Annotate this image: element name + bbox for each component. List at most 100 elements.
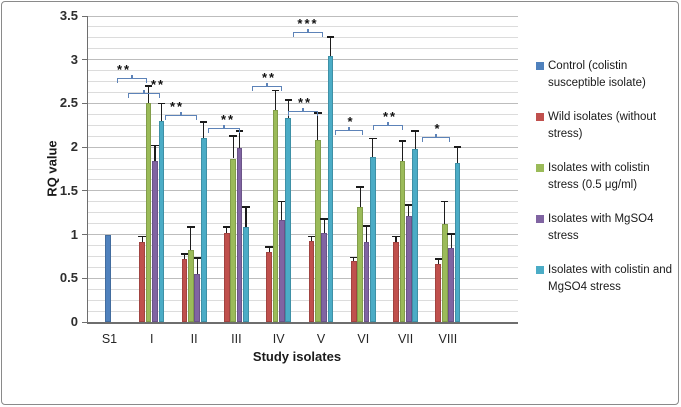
gridline — [88, 288, 518, 290]
significance-bracket — [128, 93, 160, 98]
error-bar — [395, 237, 397, 242]
x-category-label: V — [316, 332, 326, 346]
significance-bracket-tick — [307, 28, 309, 33]
x-category-label: VI — [357, 332, 370, 346]
gridline — [88, 234, 518, 236]
error-bar — [148, 86, 150, 104]
y-tick-label: 1.5 — [59, 182, 78, 198]
bar — [188, 250, 194, 322]
legend-label: Isolates with MgSO4 stress — [548, 213, 654, 242]
error-bar — [203, 122, 205, 139]
y-tick-mark — [81, 15, 87, 17]
error-bar-cap — [265, 246, 273, 248]
gridline — [88, 113, 518, 115]
significance-bracket — [373, 125, 403, 130]
bar — [327, 56, 334, 322]
significance-label: ** — [169, 98, 185, 114]
significance-bracket-tick — [143, 89, 145, 94]
bar — [230, 158, 237, 322]
gridline — [88, 157, 518, 159]
bar — [272, 110, 279, 322]
error-bar-cap — [307, 235, 316, 238]
gridline — [88, 81, 518, 83]
bar — [405, 216, 412, 322]
significance-label: ** — [297, 94, 313, 110]
significance-bracket-tick — [348, 126, 350, 131]
significance-label: *** — [297, 15, 319, 31]
error-bar — [401, 141, 403, 162]
error-bar-cap — [411, 129, 419, 132]
gridline — [88, 15, 518, 17]
bar — [448, 247, 454, 322]
error-bar — [450, 234, 452, 248]
gridline — [88, 255, 518, 257]
error-bar — [232, 136, 234, 159]
x-category-label: VIII — [438, 332, 458, 346]
y-tick-label: 0 — [70, 314, 78, 329]
error-bar-cap — [157, 102, 166, 105]
error-bar — [268, 247, 270, 253]
error-bar-cap — [144, 85, 153, 87]
significance-bracket-tick — [266, 82, 268, 87]
legend-swatch — [536, 266, 544, 274]
x-category-label: IV — [272, 332, 285, 346]
significance-label: * — [434, 120, 442, 136]
gridline — [88, 135, 518, 137]
error-bar-cap — [398, 140, 407, 143]
bar — [314, 140, 321, 322]
error-bar-cap — [151, 144, 159, 147]
legend-label: Control (colistin susceptible isolate) — [548, 60, 646, 89]
error-bar — [365, 226, 368, 242]
significance-label: * — [347, 113, 355, 129]
y-tick-label: 3 — [70, 51, 78, 67]
y-axis-line — [86, 16, 88, 323]
gridline — [88, 26, 518, 28]
y-tick-mark — [81, 234, 87, 236]
bar — [435, 264, 442, 322]
y-tick-mark — [81, 190, 87, 192]
x-axis-line — [86, 322, 518, 324]
error-bar — [353, 258, 355, 261]
y-tick-mark — [81, 277, 87, 279]
bar — [321, 232, 328, 322]
y-tick-mark — [81, 321, 87, 323]
bar — [285, 118, 292, 322]
y-tick-mark — [81, 102, 87, 104]
significance-bracket — [335, 130, 363, 135]
gridline — [88, 245, 518, 246]
error-bar — [154, 146, 156, 162]
error-bar-cap — [447, 232, 455, 235]
error-bar-cap — [326, 36, 335, 39]
legend-swatch — [536, 215, 544, 223]
error-bar-cap — [453, 146, 462, 149]
error-bar — [281, 202, 283, 220]
error-bar-cap — [284, 99, 293, 101]
bar — [350, 260, 357, 322]
error-bar-cap — [356, 185, 364, 188]
bar — [370, 156, 376, 322]
legend-label: Isolates with colistin and MgSO4 stress — [548, 264, 673, 293]
legend-item: Wild isolates (without stress) — [536, 109, 678, 142]
gridline — [88, 48, 518, 50]
significance-bracket-tick — [435, 133, 437, 138]
gridline — [88, 223, 518, 225]
error-bar — [274, 91, 277, 111]
error-bar — [323, 219, 325, 233]
bar — [363, 241, 370, 322]
error-bar — [310, 237, 312, 241]
error-bar — [414, 131, 416, 149]
bar — [104, 234, 112, 322]
gridline — [88, 266, 518, 268]
significance-bracket — [422, 137, 450, 142]
error-bar — [408, 205, 410, 217]
legend-item: Isolates with colistin and MgSO4 stress — [536, 262, 678, 295]
significance-label: ** — [261, 69, 277, 85]
error-bar-cap — [180, 253, 189, 255]
significance-bracket-tick — [223, 124, 225, 129]
error-bar-cap — [440, 200, 449, 203]
x-axis-title: Study isolates — [252, 349, 342, 364]
significance-bracket — [208, 128, 240, 133]
bar — [393, 241, 399, 322]
